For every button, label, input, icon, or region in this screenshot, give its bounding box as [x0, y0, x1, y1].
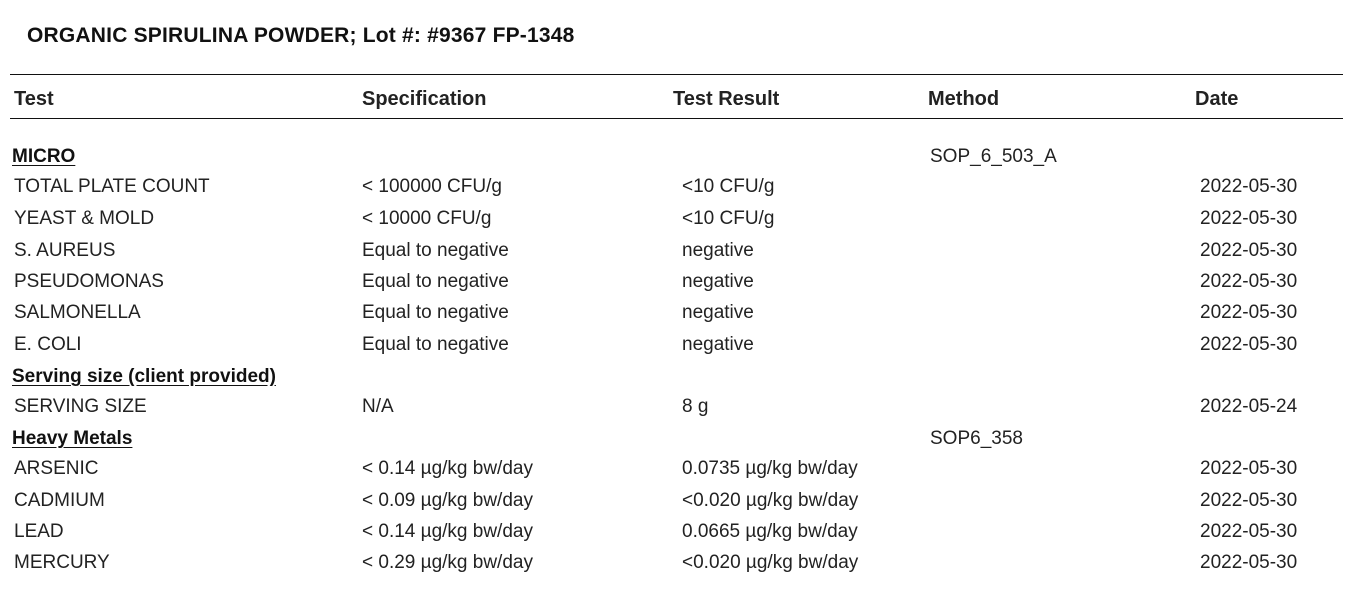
table-row: SALMONELLA Equal to negative negative 20…	[0, 302, 1345, 330]
test-date: 2022-05-30	[1200, 271, 1298, 292]
test-result: negative	[682, 240, 754, 261]
table-row: MERCURY < 0.29 µg/kg bw/day <0.020 µg/kg…	[0, 552, 1345, 580]
test-date: 2022-05-30	[1200, 458, 1298, 479]
table-row: S. AUREUS Equal to negative negative 202…	[0, 240, 1345, 268]
test-name: LEAD	[14, 521, 64, 542]
test-result: 0.0665 µg/kg bw/day	[682, 521, 858, 542]
table-row: PSEUDOMONAS Equal to negative negative 2…	[0, 271, 1345, 299]
specification: < 10000 CFU/g	[362, 208, 492, 229]
test-name: S. AUREUS	[14, 240, 116, 261]
table-row: YEAST & MOLD < 10000 CFU/g <10 CFU/g 202…	[0, 208, 1345, 236]
table-row: ARSENIC < 0.14 µg/kg bw/day 0.0735 µg/kg…	[0, 458, 1345, 486]
test-result: <0.020 µg/kg bw/day	[682, 490, 859, 511]
specification: Equal to negative	[362, 302, 509, 323]
test-date: 2022-05-30	[1200, 208, 1298, 229]
test-name: ARSENIC	[14, 458, 99, 479]
table-row: E. COLI Equal to negative negative 2022-…	[0, 334, 1345, 362]
test-result: 0.0735 µg/kg bw/day	[682, 458, 858, 479]
test-result: <10 CFU/g	[682, 208, 775, 229]
test-name: YEAST & MOLD	[14, 208, 155, 229]
table-row: TOTAL PLATE COUNT < 100000 CFU/g <10 CFU…	[0, 176, 1345, 204]
table-row: SERVING SIZE N/A 8 g 2022-05-24	[0, 396, 1345, 424]
header-test: Test	[14, 88, 54, 110]
test-result: negative	[682, 334, 754, 355]
header-method: Method	[928, 88, 1000, 110]
header-rule	[10, 118, 1343, 119]
table-row: CADMIUM < 0.09 µg/kg bw/day <0.020 µg/kg…	[0, 490, 1345, 518]
test-name: PSEUDOMONAS	[14, 271, 164, 292]
test-name: MERCURY	[14, 552, 110, 573]
specification: < 100000 CFU/g	[362, 176, 502, 197]
test-name: E. COLI	[14, 334, 82, 355]
test-date: 2022-05-30	[1200, 552, 1298, 573]
test-name: SERVING SIZE	[14, 396, 147, 417]
header-test-result: Test Result	[673, 88, 780, 110]
specification: Equal to negative	[362, 271, 509, 292]
section-method-micro: SOP_6_503_A	[930, 146, 1057, 167]
test-name: TOTAL PLATE COUNT	[14, 176, 210, 197]
specification: < 0.09 µg/kg bw/day	[362, 490, 533, 511]
section-method-heavy-metals: SOP6_358	[930, 428, 1023, 449]
specification: < 0.29 µg/kg bw/day	[362, 552, 533, 573]
section-title-heavy-metals: Heavy Metals	[12, 428, 133, 449]
test-date: 2022-05-30	[1200, 490, 1298, 511]
test-date: 2022-05-30	[1200, 334, 1298, 355]
test-result: 8 g	[682, 396, 709, 417]
top-rule	[10, 74, 1343, 75]
specification: < 0.14 µg/kg bw/day	[362, 458, 533, 479]
test-result: <0.020 µg/kg bw/day	[682, 552, 859, 573]
document-title: ORGANIC SPIRULINA POWDER; Lot #: #9367 F…	[27, 24, 575, 47]
test-date: 2022-05-30	[1200, 302, 1298, 323]
table-row: LEAD < 0.14 µg/kg bw/day 0.0665 µg/kg bw…	[0, 521, 1345, 549]
specification: Equal to negative	[362, 240, 509, 261]
header-specification: Specification	[362, 88, 487, 110]
test-name: SALMONELLA	[14, 302, 141, 323]
specification: Equal to negative	[362, 334, 509, 355]
header-date: Date	[1195, 88, 1239, 110]
test-date: 2022-05-30	[1200, 521, 1298, 542]
test-result: negative	[682, 271, 754, 292]
test-result: <10 CFU/g	[682, 176, 775, 197]
test-name: CADMIUM	[14, 490, 105, 511]
specification: < 0.14 µg/kg bw/day	[362, 521, 533, 542]
test-date: 2022-05-30	[1200, 240, 1298, 261]
section-title-serving-size: Serving size (client provided)	[12, 366, 276, 387]
test-result: negative	[682, 302, 754, 323]
specification: N/A	[362, 396, 394, 417]
section-title-micro: MICRO	[12, 146, 76, 167]
test-date: 2022-05-30	[1200, 176, 1298, 197]
test-date: 2022-05-24	[1200, 396, 1298, 417]
